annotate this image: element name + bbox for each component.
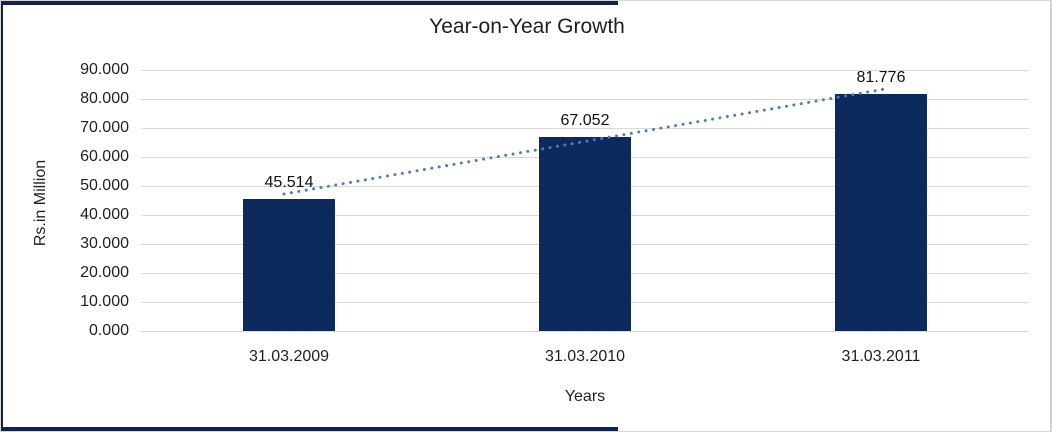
y-axis-tick-label: 90.000	[80, 61, 129, 78]
bar-31.03.2010	[539, 137, 631, 331]
x-axis-tick-label: 31.03.2009	[248, 348, 330, 365]
bar-data-label: 67.052	[560, 112, 610, 129]
y-axis-tick-label: 10.000	[80, 293, 129, 310]
y-axis-tick-label: 60.000	[80, 148, 129, 165]
frame-border-top	[1, 1, 618, 5]
y-axis-tick-label: 70.000	[80, 119, 129, 136]
y-axis-tick-label: 30.000	[80, 235, 129, 252]
bar-data-label: 81.776	[856, 69, 906, 86]
x-axis-tick-label: 31.03.2011	[841, 348, 921, 365]
y-axis-tick-label: 40.000	[80, 206, 129, 223]
chart-title: Year-on-Year Growth	[429, 15, 625, 38]
bar-31.03.2011	[835, 94, 927, 331]
y-axis-tick-label: 80.000	[80, 90, 129, 107]
x-axis-title: Years	[564, 388, 606, 405]
y-axis-tick-label: 20.000	[80, 264, 129, 281]
y-axis-tick-label: 0.000	[88, 322, 129, 339]
gridline	[141, 70, 1029, 71]
bar-31.03.2009	[243, 199, 335, 331]
gridline	[141, 331, 1029, 332]
frame-border-left	[1, 1, 3, 431]
bar-data-label: 45.514	[264, 174, 314, 191]
x-axis-tick-label: 31.03.2010	[544, 348, 626, 365]
y-axis-tick-label: 50.000	[80, 177, 129, 194]
frame-border-bottom	[1, 427, 618, 431]
